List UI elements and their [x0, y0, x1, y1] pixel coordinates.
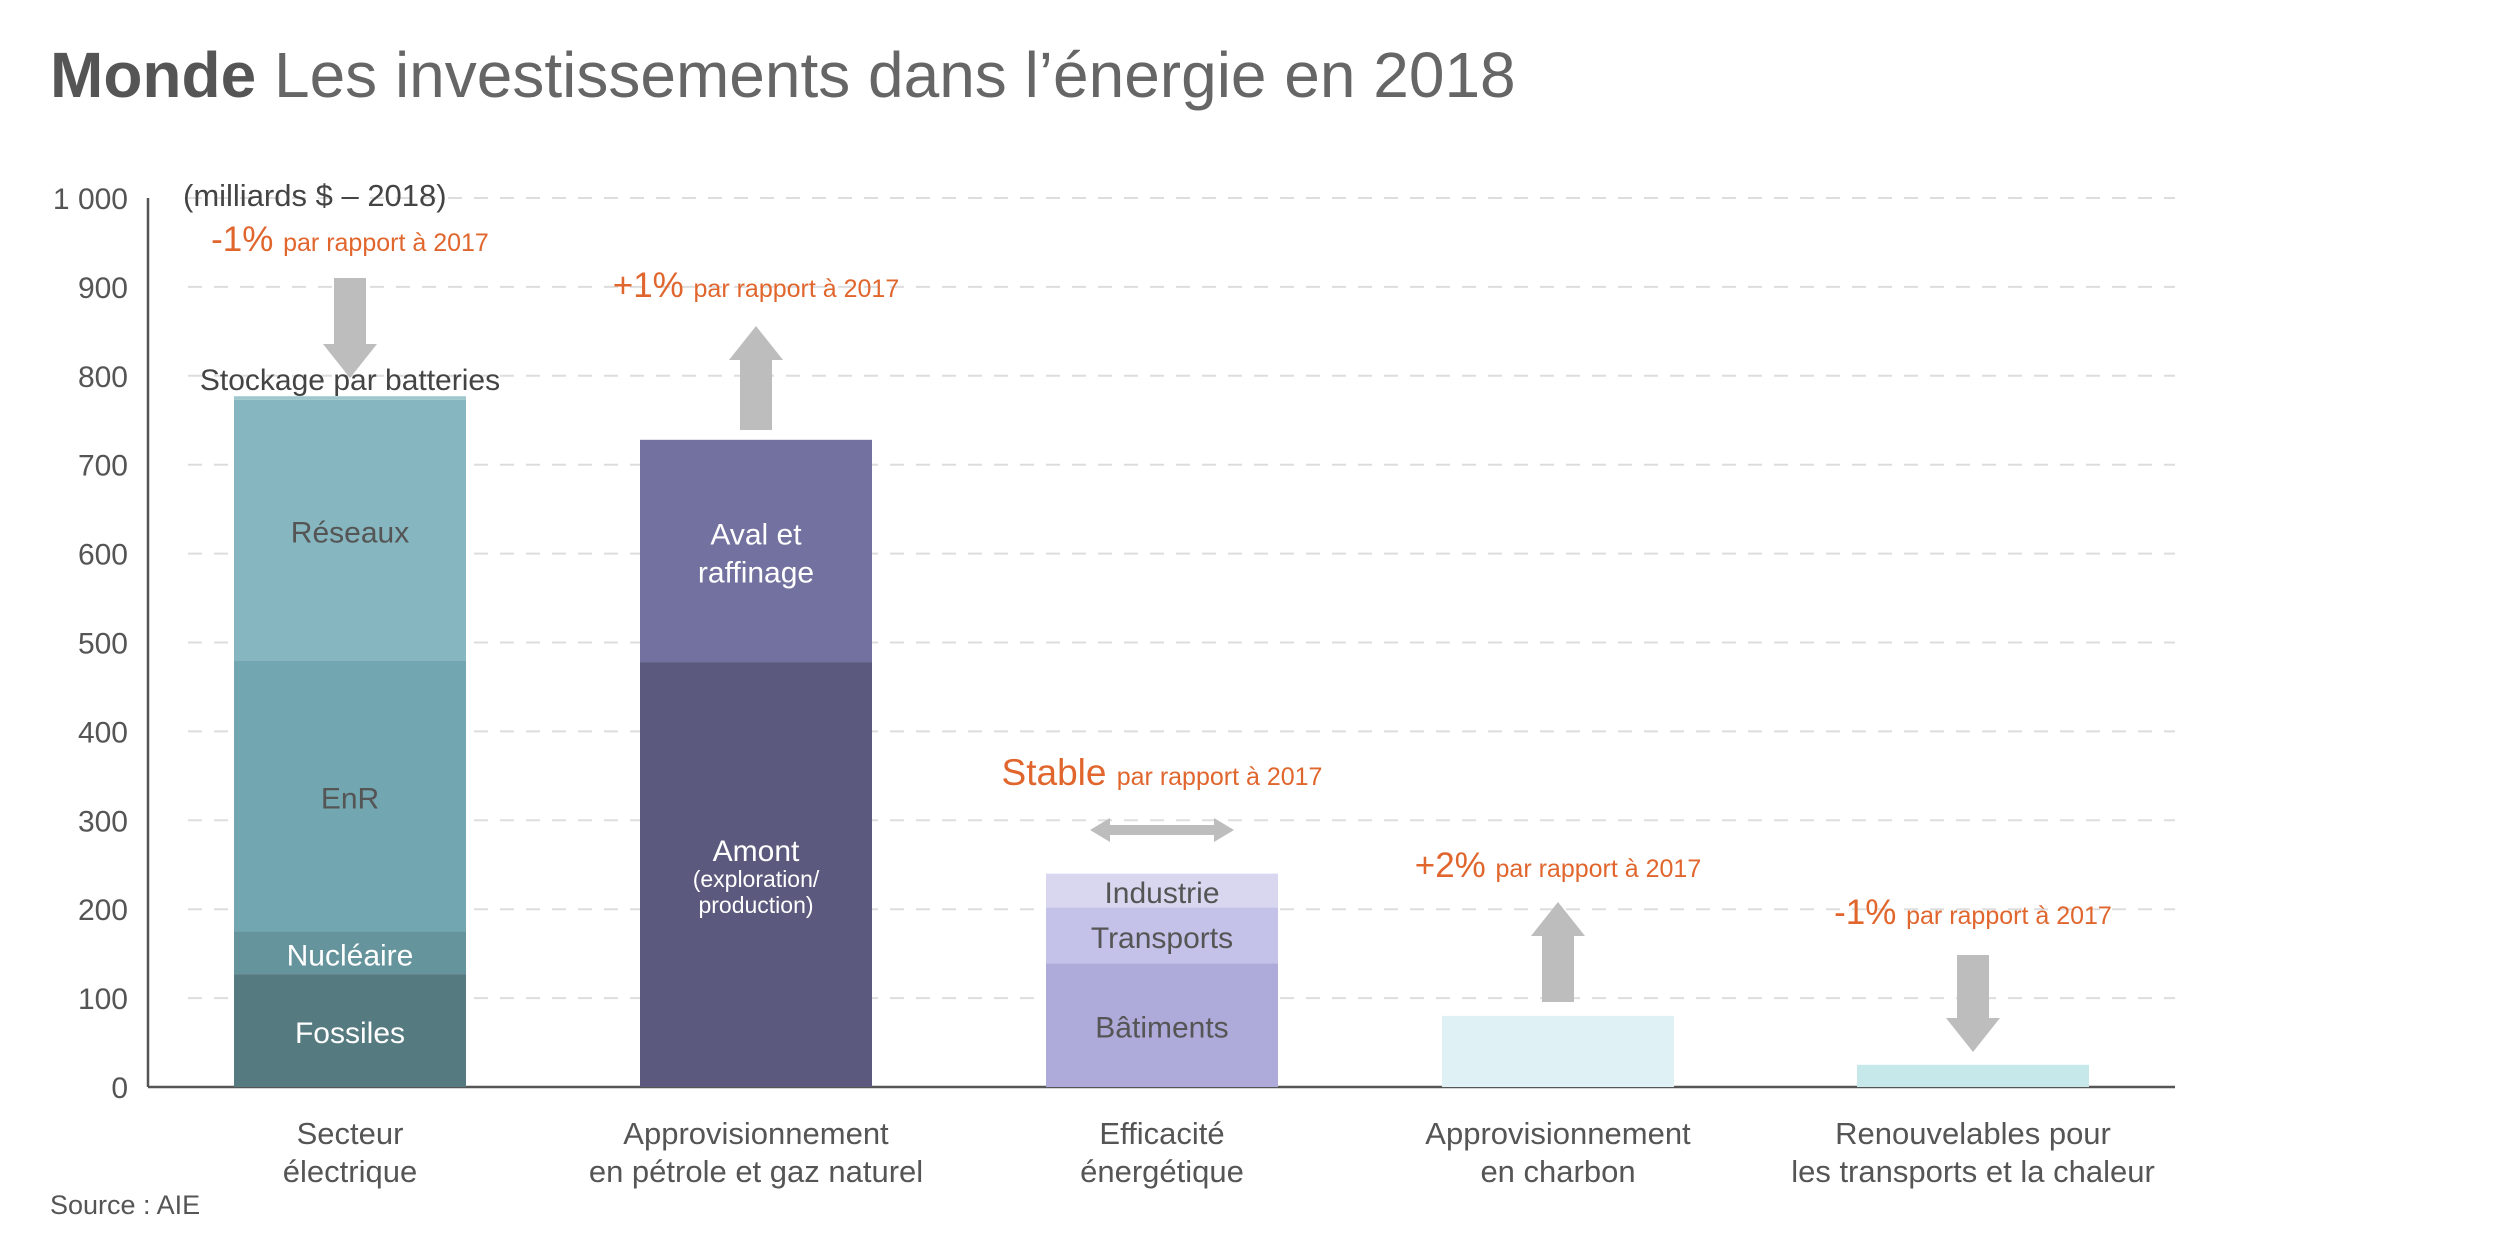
change-value: -1%: [1834, 893, 1906, 932]
change-annotation: -1% par rapport à 2017: [211, 220, 489, 259]
stable-arrow-icon: [1090, 818, 1234, 842]
bar-chart: 0 100 200 300 400 500 600 700 800 900 1 000 (millia…: [0, 0, 2500, 1250]
category-label: Secteur: [297, 1116, 404, 1151]
change-text: par rapport à 2017: [1117, 763, 1323, 791]
change-value: +2%: [1415, 846, 1496, 885]
change-text: par rapport à 2017: [1906, 902, 2112, 930]
source-note: Source : AIE: [50, 1190, 200, 1221]
segment-label-fossiles: Fossiles: [295, 1017, 405, 1050]
y-tick-label: 0: [111, 1072, 128, 1105]
category-label: Renouvelables pour: [1835, 1116, 2111, 1151]
change-annotation: Stable par rapport à 2017: [1002, 752, 1323, 793]
change-text: par rapport à 2017: [1496, 855, 1702, 883]
change-annotation: +2% par rapport à 2017: [1415, 846, 1701, 885]
segment-label-transports: Transports: [1091, 922, 1233, 955]
y-tick-label: 700: [78, 450, 128, 483]
segment-label-industrie: Industrie: [1104, 877, 1219, 910]
segment-label-reseaux: Réseaux: [291, 517, 409, 550]
segment-label-aval-et-raffinage: Aval et: [710, 518, 802, 551]
category-label: énergétique: [1080, 1154, 1244, 1189]
y-tick-label: 300: [78, 805, 128, 838]
change-value: +1%: [613, 266, 694, 305]
y-unit-label: (milliards $ – 2018): [183, 178, 447, 213]
change-annotation: -1% par rapport à 2017: [1834, 893, 2112, 932]
bar-segment-renouvelables-transports-et-chaleur: [1857, 1065, 2089, 1087]
category-label: électrique: [283, 1154, 417, 1189]
y-tick-label: 400: [78, 716, 128, 749]
y-tick-label: 800: [78, 361, 128, 394]
change-text: par rapport à 2017: [283, 229, 489, 257]
change-annotation: +1% par rapport à 2017: [613, 266, 899, 305]
down-arrow-icon: [1946, 955, 2000, 1052]
segment-label-amont: Amont: [713, 835, 800, 868]
category-label: Efficacité: [1099, 1116, 1224, 1151]
down-arrow-icon: [323, 278, 377, 378]
segment-label-nucleaire: Nucléaire: [287, 939, 414, 972]
change-value: -1%: [211, 220, 283, 259]
change-text: par rapport à 2017: [694, 275, 900, 303]
up-arrow-icon: [1531, 902, 1585, 1002]
bar-segment-charbon: [1442, 1016, 1674, 1087]
segment-label-amont: production): [698, 892, 813, 918]
y-tick-label: 200: [78, 894, 128, 927]
segment-label-amont: (exploration/: [693, 866, 820, 892]
change-value: Stable: [1002, 752, 1117, 793]
y-tick-label: 900: [78, 272, 128, 305]
y-tick-label: 1 000: [53, 183, 128, 216]
category-label: Approvisionnement: [1425, 1116, 1691, 1151]
segment-label-aval-et-raffinage: raffinage: [698, 556, 814, 589]
y-tick-label: 100: [78, 983, 128, 1016]
segment-label-batiments: Bâtiments: [1095, 1012, 1228, 1045]
category-label: les transports et la chaleur: [1791, 1154, 2155, 1189]
y-tick-label: 500: [78, 628, 128, 661]
category-label: Approvisionnement: [623, 1116, 889, 1151]
segment-label-enr: EnR: [321, 782, 379, 815]
category-label: en charbon: [1480, 1154, 1635, 1189]
y-tick-label: 600: [78, 539, 128, 572]
category-label: en pétrole et gaz naturel: [589, 1154, 923, 1189]
up-arrow-icon: [729, 326, 783, 430]
